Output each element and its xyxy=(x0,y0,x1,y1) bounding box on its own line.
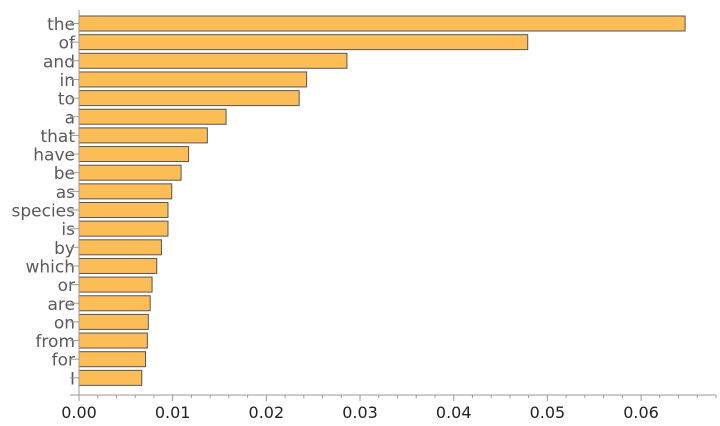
x-tick-label: 0.00 xyxy=(61,403,97,422)
x-tick-label: 0.02 xyxy=(249,403,285,422)
bar-are xyxy=(78,295,151,312)
bar-to xyxy=(78,90,300,107)
bar-species xyxy=(78,202,169,218)
x-tick-label: 0.03 xyxy=(342,403,378,422)
category-label: which xyxy=(25,257,75,277)
x-tick-label: 0.04 xyxy=(436,403,472,422)
category-label: species xyxy=(12,202,76,222)
bar-from xyxy=(78,332,148,349)
category-label: in xyxy=(60,71,76,91)
category-label: to xyxy=(58,90,75,110)
bar-on xyxy=(78,313,149,330)
category-label: as xyxy=(56,183,75,203)
x-tick-label: 0.05 xyxy=(530,403,566,422)
bar-by xyxy=(78,239,162,256)
category-label: the xyxy=(47,15,75,35)
category-label: or xyxy=(58,276,75,296)
category-label: have xyxy=(33,146,75,166)
bar-as xyxy=(78,183,173,200)
bar-that xyxy=(78,127,208,144)
bar-for xyxy=(78,351,147,368)
x-tick-label: 0.06 xyxy=(623,403,659,422)
bar-have xyxy=(78,146,190,163)
bar-which xyxy=(78,257,158,274)
bars xyxy=(78,15,686,386)
category-label: that xyxy=(40,127,75,147)
bar-and xyxy=(78,52,348,69)
x-tick-label: 0.01 xyxy=(155,403,191,422)
bar-i xyxy=(78,369,143,386)
category-label: for xyxy=(52,351,75,371)
category-label: of xyxy=(59,34,76,54)
category-label: I xyxy=(70,369,75,389)
axes: 0.00 0.01 0.02 0.03 0.04 0.05 0.06 xyxy=(61,10,717,422)
category-label: on xyxy=(54,313,75,333)
category-label: a xyxy=(65,108,75,128)
category-label: by xyxy=(54,239,75,259)
category-label: and xyxy=(43,52,75,72)
bar-of xyxy=(78,34,529,51)
category-label: from xyxy=(35,332,75,352)
bar-the xyxy=(78,15,686,32)
category-labels: theofandintoathathavebeasspeciesisbywhic… xyxy=(12,15,77,389)
bar-a xyxy=(78,108,227,125)
bar-be xyxy=(78,164,182,181)
category-label: are xyxy=(48,295,76,315)
bar-in xyxy=(78,71,308,88)
bar-or xyxy=(78,276,153,293)
bar-is xyxy=(78,220,169,237)
category-label: be xyxy=(54,164,75,184)
category-label: is xyxy=(61,220,75,240)
